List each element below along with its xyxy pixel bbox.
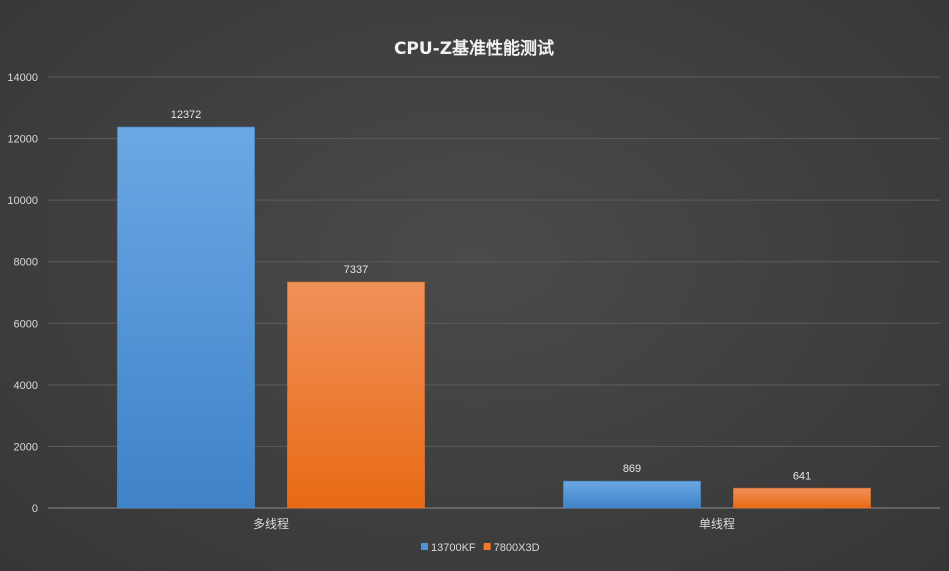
- y-tick-label: 8000: [14, 257, 38, 269]
- x-category-label: 单线程: [699, 516, 735, 531]
- y-tick-label: 0: [32, 503, 38, 515]
- bar-13700KF-0: [117, 126, 255, 509]
- chart-title: CPU-Z基准性能测试: [394, 38, 554, 59]
- bar-13700KF-1: [563, 480, 701, 509]
- y-tick-label: 4000: [14, 380, 38, 392]
- y-tick-label: 6000: [14, 318, 38, 330]
- bars: [117, 126, 871, 509]
- y-tick-label: 2000: [14, 441, 38, 453]
- data-labels: 12372 7337 869 641: [171, 109, 811, 482]
- legend: 13700KF 7800X3D: [421, 542, 540, 554]
- x-category-label: 多线程: [253, 516, 289, 531]
- y-tick-label: 12000: [7, 134, 38, 146]
- bar-7800X3D-0: [287, 281, 425, 509]
- legend-swatch: [421, 543, 428, 550]
- y-tick-label: 14000: [7, 72, 38, 84]
- legend-label: 13700KF: [431, 542, 476, 554]
- bar-7800X3D-1: [733, 487, 871, 509]
- y-axis-ticks: 0 2000 4000 6000 8000 10000 12000 14000: [7, 72, 38, 515]
- x-axis-categories: 多线程 单线程: [253, 516, 735, 531]
- data-label: 7337: [344, 264, 368, 276]
- legend-swatch: [483, 543, 491, 550]
- data-label: 641: [793, 470, 811, 482]
- legend-label: 7800X3D: [494, 542, 540, 554]
- data-label: 12372: [171, 109, 202, 121]
- data-label: 869: [623, 463, 641, 475]
- y-tick-label: 10000: [7, 195, 38, 207]
